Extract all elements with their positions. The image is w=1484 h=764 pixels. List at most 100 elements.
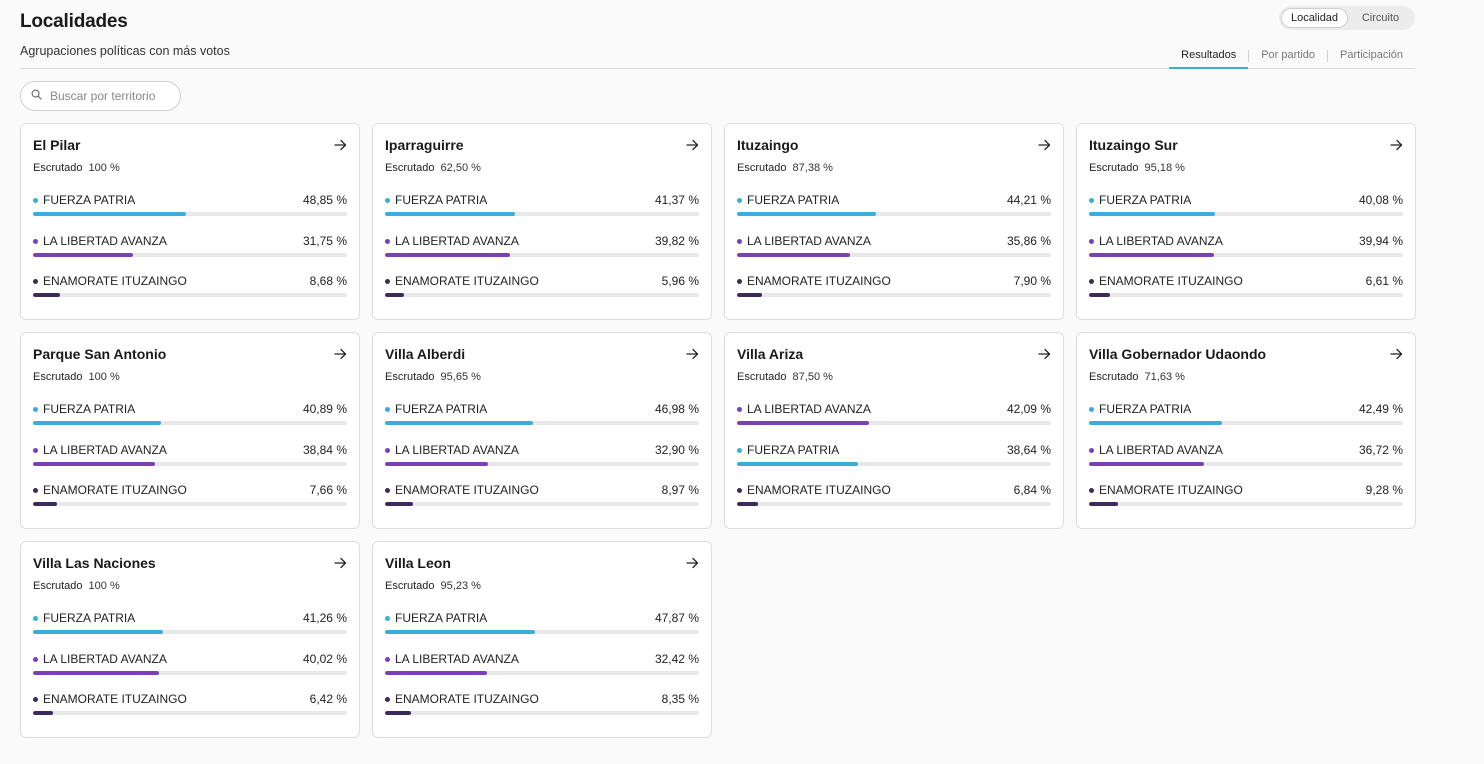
tab-por-partido[interactable]: Por partido	[1261, 49, 1316, 61]
progress-fill	[737, 502, 759, 506]
party-row: ENAMORATE ITUZAINGO 6,84 %	[737, 483, 1051, 497]
arrow-right-icon[interactable]	[1038, 138, 1051, 151]
search-input[interactable]	[50, 89, 170, 103]
party-result: ENAMORATE ITUZAINGO 6,84 %	[737, 483, 1051, 523]
party-name: LA LIBERTAD AVANZA	[33, 443, 167, 457]
locality-card[interactable]: Ituzaingo Sur Escrutado 95,18 % FUERZA PA…	[1076, 123, 1416, 320]
scrutinized-label: Escrutado	[737, 371, 787, 383]
locality-card[interactable]: Villa Gobernador Udaondo Escrutado 71,63 …	[1076, 332, 1416, 529]
scrutinized-info: Escrutado 95,65 %	[385, 371, 481, 383]
party-result: LA LIBERTAD AVANZA 40,02 %	[33, 652, 347, 692]
party-result: LA LIBERTAD AVANZA 38,84 %	[33, 443, 347, 483]
tab-bar: Resultados Por partido Participación	[1169, 42, 1415, 69]
party-name: ENAMORATE ITUZAINGO	[385, 692, 539, 706]
locality-card[interactable]: Parque San Antonio Escrutado 100 % FUERZA…	[20, 332, 360, 529]
party-name: LA LIBERTAD AVANZA	[1089, 443, 1223, 457]
locality-card[interactable]: Ituzaingo Escrutado 87,38 % FUERZA PATRIA…	[724, 123, 1064, 320]
party-percentage: 46,98 %	[654, 402, 699, 416]
progress-fill	[737, 212, 876, 216]
party-row: ENAMORATE ITUZAINGO 6,42 %	[33, 692, 347, 706]
progress-track	[385, 293, 699, 297]
scrutinized-info: Escrutado 95,23 %	[385, 580, 481, 592]
party-name-text: LA LIBERTAD AVANZA	[1099, 443, 1223, 457]
progress-fill	[385, 421, 533, 425]
party-name: LA LIBERTAD AVANZA	[33, 234, 167, 248]
locality-name: Iparraguirre	[385, 137, 464, 153]
party-result: LA LIBERTAD AVANZA 31,75 %	[33, 234, 347, 274]
arrow-right-icon[interactable]	[1390, 138, 1403, 151]
tab-participacion[interactable]: Participación	[1340, 49, 1403, 61]
party-name: ENAMORATE ITUZAINGO	[385, 274, 539, 288]
tab-resultados[interactable]: Resultados	[1169, 42, 1249, 69]
arrow-right-icon[interactable]	[686, 556, 699, 569]
locality-card[interactable]: Villa Ariza Escrutado 87,50 % LA LIBERTAD…	[724, 332, 1064, 529]
party-percentage: 6,42 %	[309, 692, 347, 706]
arrow-right-icon[interactable]	[1390, 347, 1403, 360]
arrow-right-icon[interactable]	[686, 138, 699, 151]
party-row: FUERZA PATRIA 44,21 %	[737, 193, 1051, 207]
progress-fill	[33, 630, 163, 634]
arrow-right-icon[interactable]	[686, 347, 699, 360]
arrow-right-icon[interactable]	[1038, 347, 1051, 360]
party-percentage: 36,72 %	[1358, 443, 1403, 457]
party-result: FUERZA PATRIA 42,49 %	[1089, 402, 1403, 442]
party-percentage: 38,64 %	[1006, 443, 1051, 457]
locality-card[interactable]: El Pilar Escrutado 100 % FUERZA PATRIA 48,…	[20, 123, 360, 320]
party-color-dot	[385, 656, 390, 662]
arrow-right-icon[interactable]	[334, 556, 347, 569]
party-name: LA LIBERTAD AVANZA	[737, 234, 871, 248]
party-row: ENAMORATE ITUZAINGO 8,35 %	[385, 692, 699, 706]
party-percentage: 32,42 %	[654, 652, 699, 666]
party-name: LA LIBERTAD AVANZA	[1089, 234, 1223, 248]
locality-card[interactable]: Villa Las Naciones Escrutado 100 % FUERZA…	[20, 541, 360, 738]
party-name: FUERZA PATRIA	[1089, 402, 1191, 416]
party-row: FUERZA PATRIA 41,37 %	[385, 193, 699, 207]
tab-divider	[1327, 50, 1329, 62]
scrutinized-info: Escrutado 95,18 %	[1089, 162, 1185, 174]
arrow-right-icon[interactable]	[334, 138, 347, 151]
party-percentage: 40,89 %	[302, 402, 347, 416]
page-subtitle: Agrupaciones políticas con más votos	[20, 44, 230, 58]
search-box[interactable]	[20, 81, 181, 111]
page-title: Localidades	[20, 11, 128, 32]
party-color-dot	[33, 278, 38, 284]
party-name-text: LA LIBERTAD AVANZA	[43, 234, 167, 248]
party-name-text: LA LIBERTAD AVANZA	[395, 234, 519, 248]
scrutinized-label: Escrutado	[385, 162, 435, 174]
party-result: FUERZA PATRIA 38,64 %	[737, 443, 1051, 483]
party-color-dot	[737, 238, 742, 244]
party-percentage: 7,90 %	[1013, 274, 1051, 288]
scrutinized-value: 71,63 %	[1144, 371, 1185, 383]
party-name: FUERZA PATRIA	[385, 611, 487, 625]
party-color-dot	[737, 447, 742, 453]
party-name-text: ENAMORATE ITUZAINGO	[747, 274, 891, 288]
party-percentage: 40,02 %	[302, 652, 347, 666]
progress-fill	[385, 630, 536, 634]
locality-card[interactable]: Villa Alberdi Escrutado 95,65 % FUERZA PA…	[372, 332, 712, 529]
party-percentage: 35,86 %	[1006, 234, 1051, 248]
party-color-dot	[737, 278, 742, 284]
party-name-text: FUERZA PATRIA	[1099, 402, 1192, 416]
party-name-text: FUERZA PATRIA	[1099, 193, 1192, 207]
party-percentage: 42,09 %	[1006, 402, 1051, 416]
progress-track	[33, 671, 347, 675]
party-name: LA LIBERTAD AVANZA	[385, 443, 519, 457]
progress-fill	[385, 671, 487, 675]
toggle-localidad[interactable]: Localidad	[1281, 8, 1348, 28]
arrow-right-icon[interactable]	[334, 347, 347, 360]
scrutinized-label: Escrutado	[1089, 162, 1139, 174]
locality-card[interactable]: Villa Leon Escrutado 95,23 % FUERZA PATRI…	[372, 541, 712, 738]
locality-name: El Pilar	[33, 137, 81, 153]
party-percentage: 8,97 %	[661, 483, 699, 497]
party-name: LA LIBERTAD AVANZA	[33, 652, 167, 666]
toggle-circuito[interactable]: Circuito	[1361, 12, 1400, 24]
party-name-text: ENAMORATE ITUZAINGO	[395, 274, 539, 288]
locality-name: Villa Gobernador Udaondo	[1089, 346, 1267, 362]
party-name-text: ENAMORATE ITUZAINGO	[1099, 274, 1243, 288]
party-percentage: 48,85 %	[302, 193, 347, 207]
progress-fill	[1089, 253, 1215, 257]
party-row: ENAMORATE ITUZAINGO 7,90 %	[737, 274, 1051, 288]
locality-name: Villa Alberdi	[385, 346, 466, 362]
locality-card[interactable]: Iparraguirre Escrutado 62,50 % FUERZA PAT…	[372, 123, 712, 320]
party-color-dot	[33, 197, 38, 203]
